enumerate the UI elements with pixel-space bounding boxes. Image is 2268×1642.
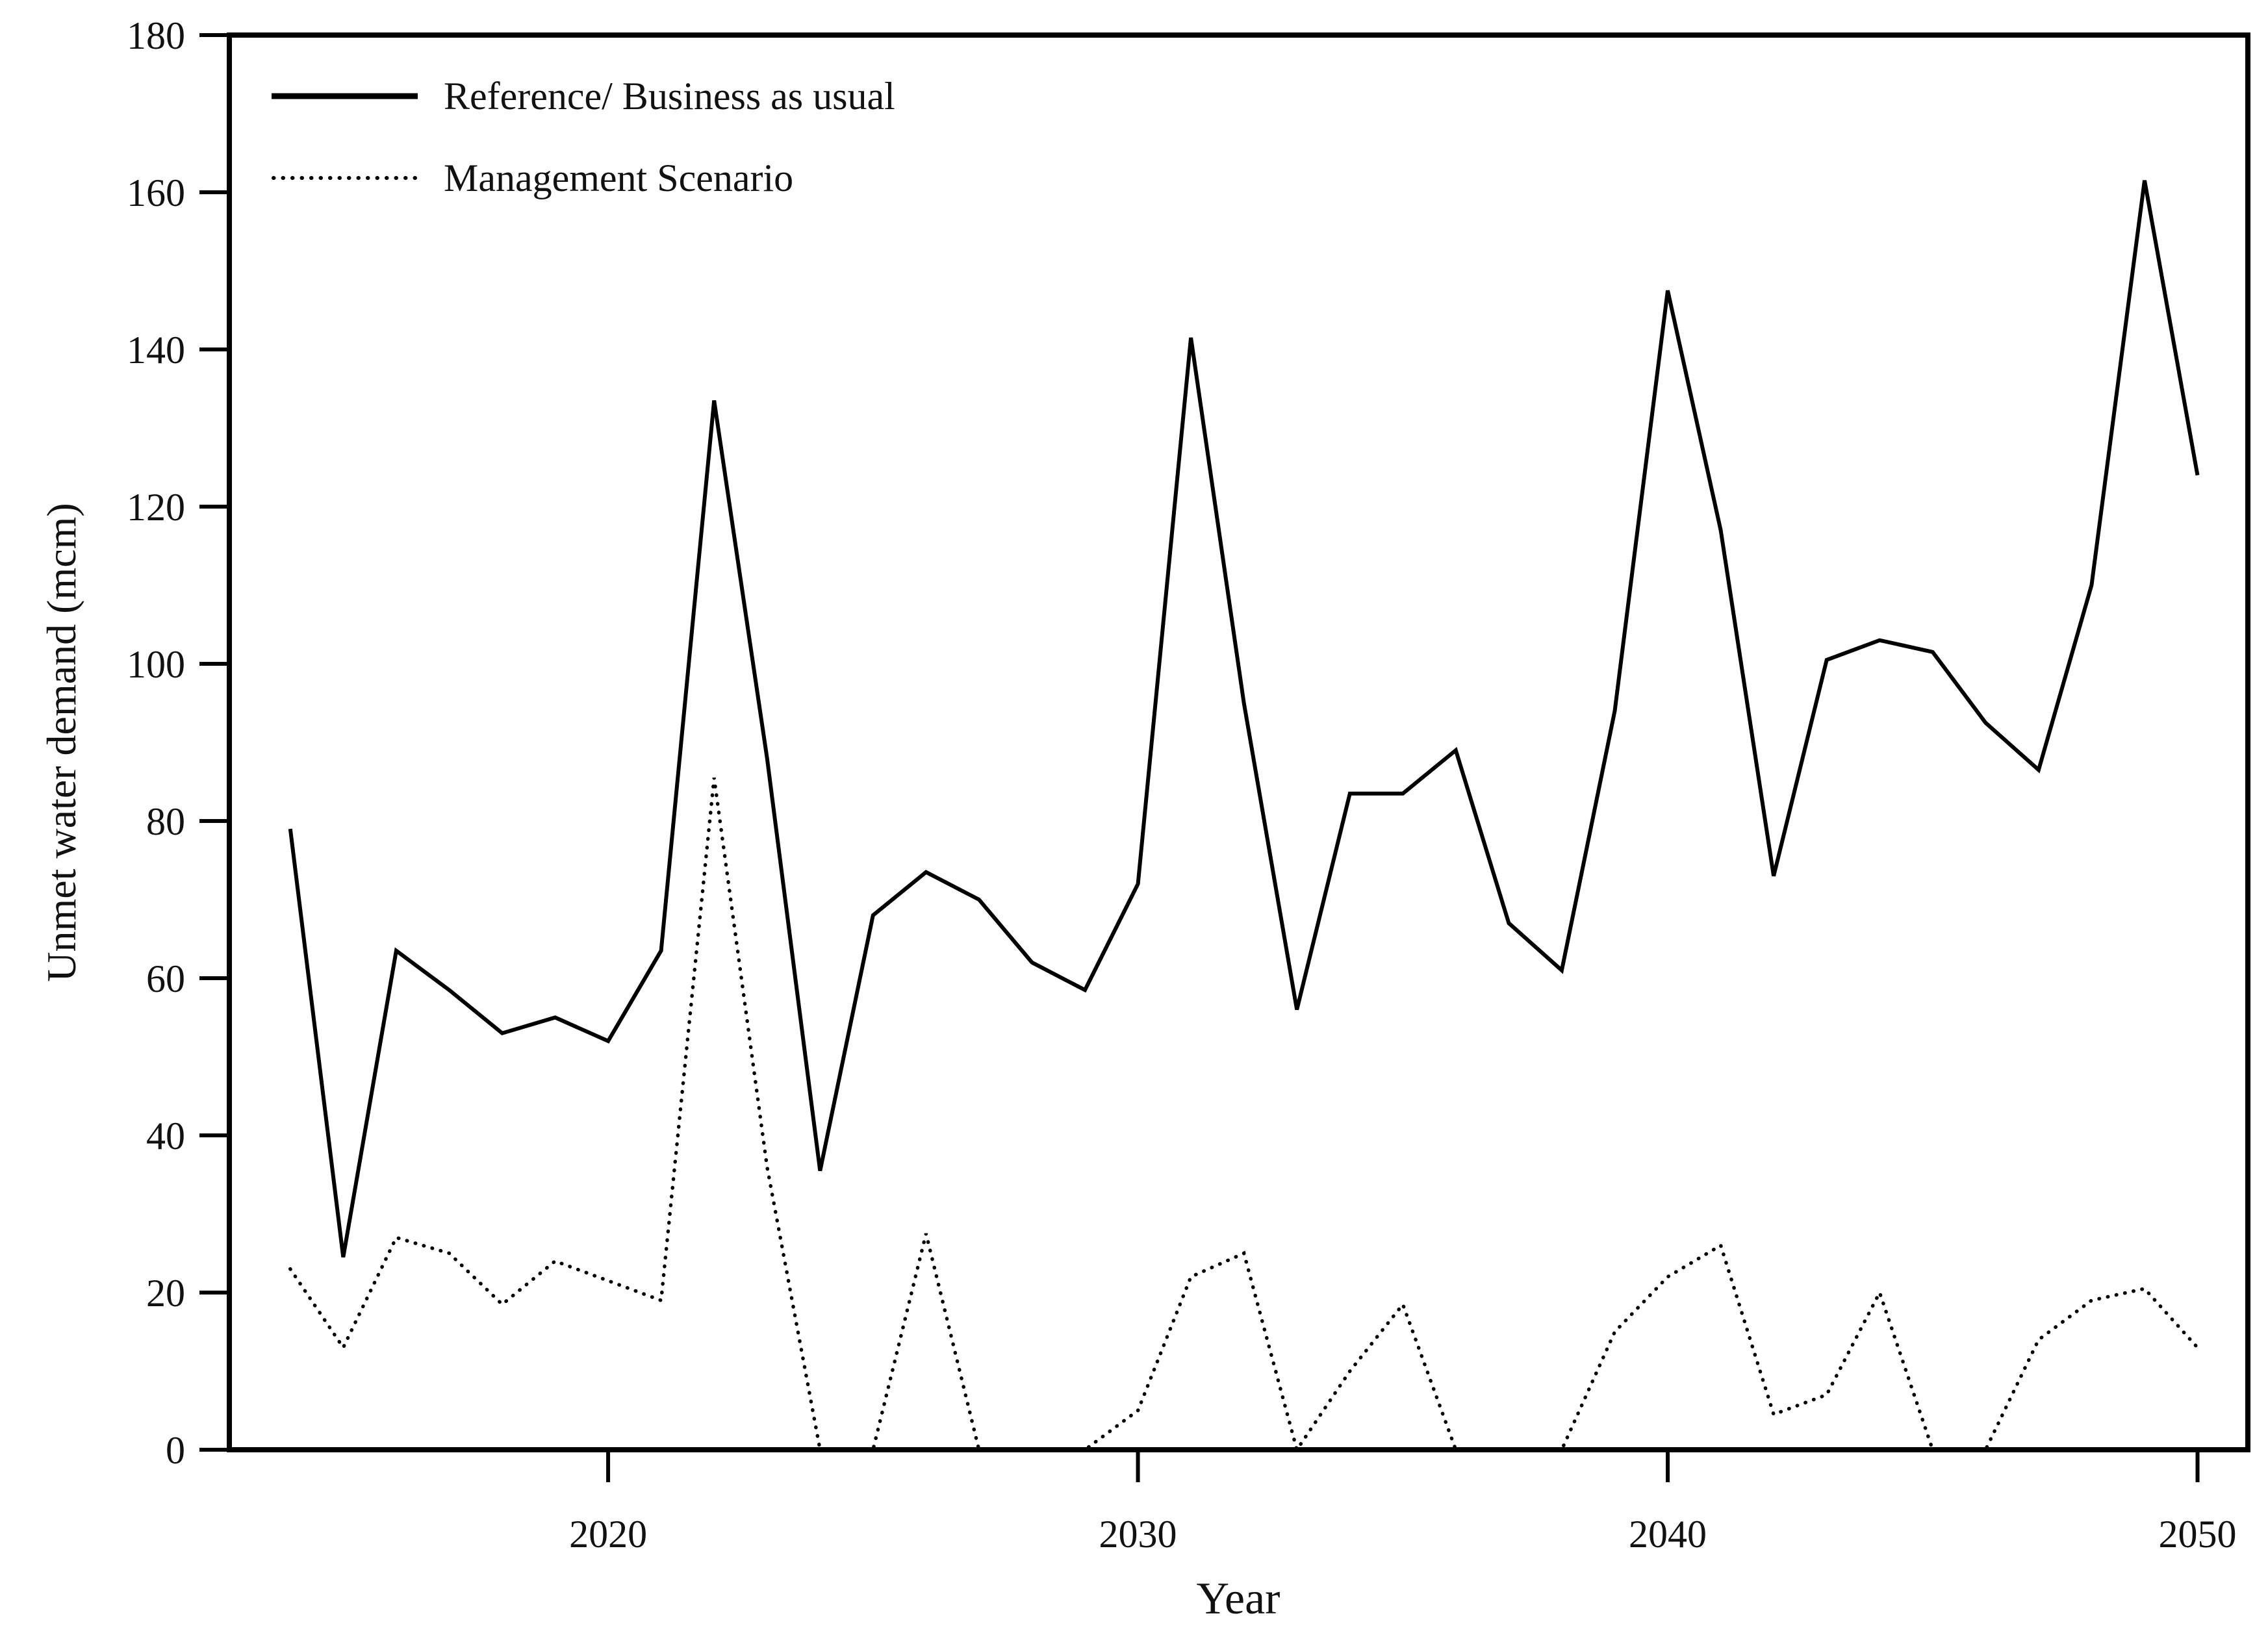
y-axis-tick-label: 20 [146,1272,185,1315]
y-axis-tick-label: 160 [127,171,185,214]
legend-item-reference: Reference/ Business as usual [272,60,895,133]
legend-label-management: Management Scenario [444,156,794,199]
management-series-line [288,777,2200,1454]
dotted-line-sample-icon [272,176,418,180]
x-axis-tick-label: 2030 [1099,1513,1177,1556]
y-axis-tick-label: 140 [127,329,185,372]
legend-item-management: Management Scenario [272,142,895,214]
y-axis-tick-label: 40 [146,1115,185,1157]
y-axis-tick-label: 0 [166,1429,185,1472]
y-axis-tick-label: 80 [146,800,185,843]
plot-frame [227,32,2250,1452]
bau-series-line [288,180,2200,1258]
chart-legend: Reference/ Business as usual Management … [272,60,895,214]
y-axis-tick-label: 60 [146,957,185,1000]
x-axis-tick-label: 2020 [569,1513,647,1556]
x-axis-tick-label: 2040 [1629,1513,1707,1556]
y-axis-tick-label: 180 [127,14,185,57]
y-axis-tick-label: 120 [127,486,185,529]
y-axis-title: Unmet water demand (mcm) [38,503,84,982]
y-axis-tick-label: 100 [127,643,185,686]
solid-line-sample-icon [272,93,418,99]
x-axis-title: Year [1196,1574,1281,1624]
legend-label-reference: Reference/ Business as usual [444,74,895,118]
x-axis-tick-label: 2050 [2159,1513,2237,1556]
